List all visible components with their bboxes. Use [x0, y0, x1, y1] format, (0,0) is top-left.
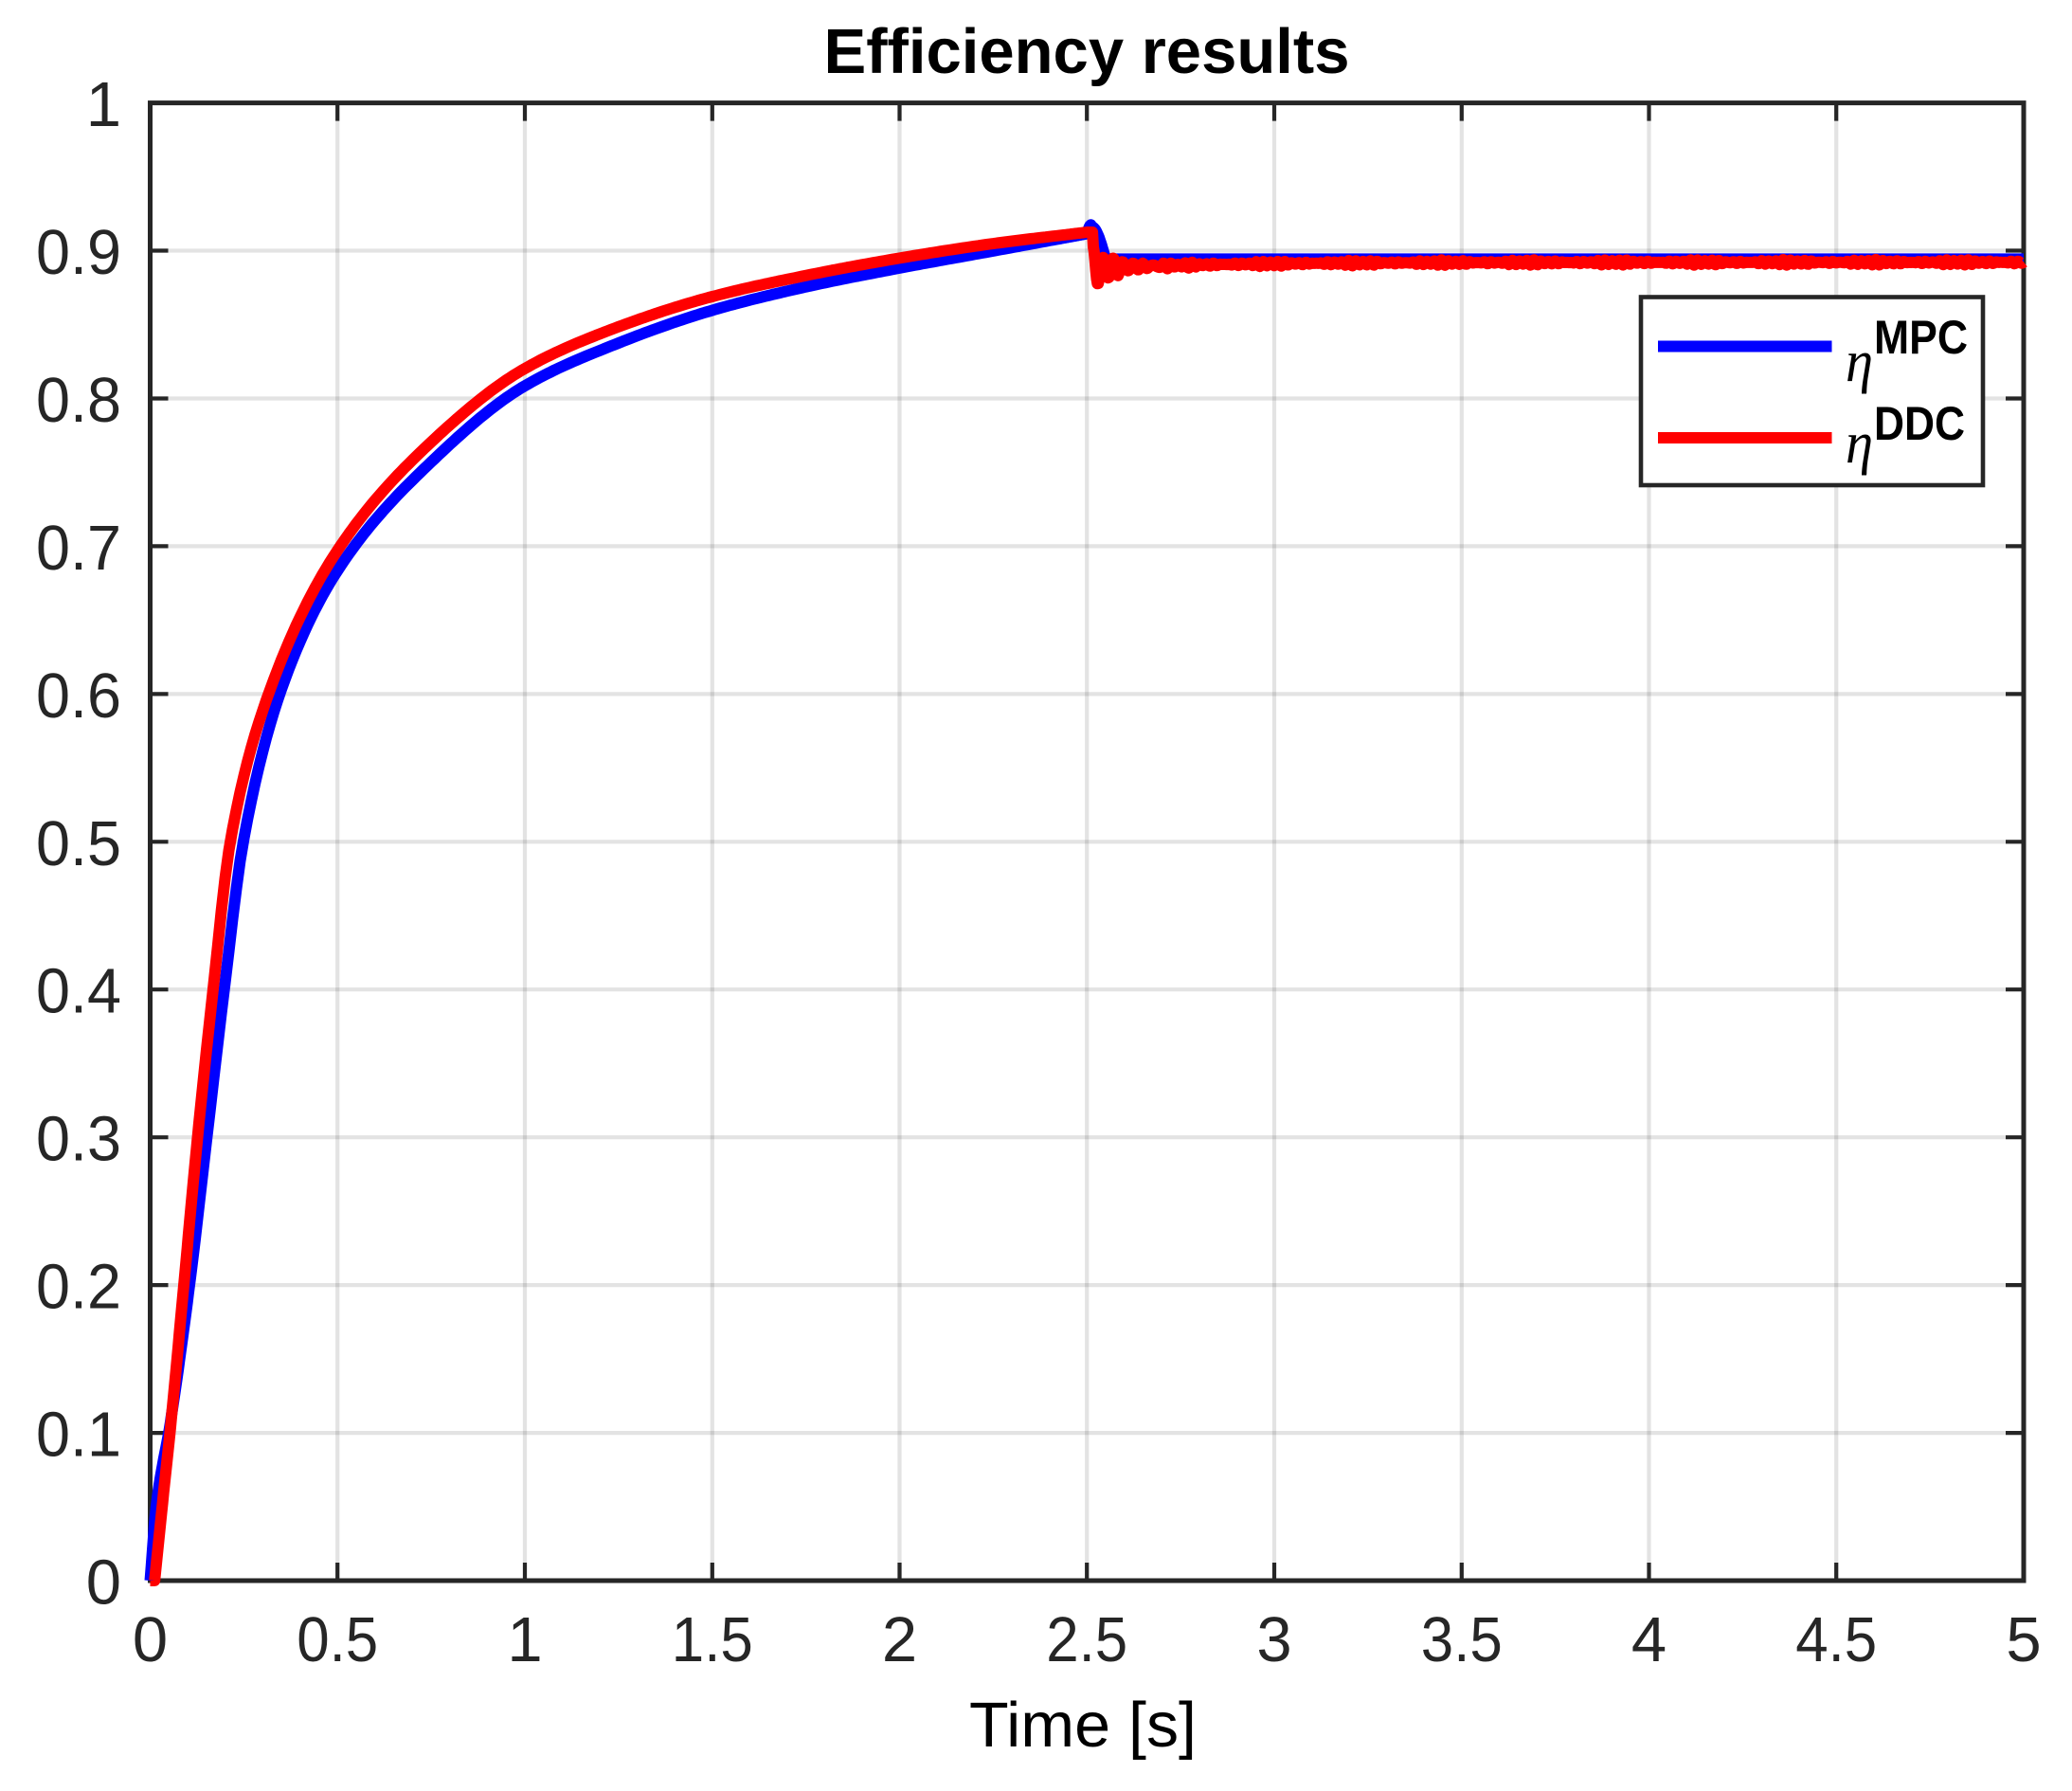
svg-text:4.5: 4.5	[1795, 1604, 1877, 1675]
svg-text:0.3: 0.3	[36, 1104, 121, 1175]
svg-text:0.8: 0.8	[36, 365, 121, 436]
svg-text:MPC: MPC	[1874, 311, 1968, 364]
svg-text:Efficiency results: Efficiency results	[824, 16, 1350, 87]
svg-text:0.7: 0.7	[36, 513, 121, 584]
svg-text:1: 1	[507, 1604, 542, 1675]
svg-text:1: 1	[86, 69, 121, 140]
svg-text:η: η	[1846, 330, 1873, 394]
svg-text:3: 3	[1256, 1604, 1291, 1675]
svg-text:0: 0	[86, 1547, 121, 1619]
svg-text:Time [s]: Time [s]	[969, 1690, 1197, 1761]
svg-text:0.9: 0.9	[36, 217, 121, 288]
svg-text:0.1: 0.1	[36, 1400, 121, 1471]
svg-text:0.2: 0.2	[36, 1252, 121, 1323]
svg-text:DDC: DDC	[1874, 397, 1965, 450]
svg-text:2: 2	[882, 1604, 917, 1675]
svg-text:5: 5	[2006, 1604, 2041, 1675]
svg-text:3.5: 3.5	[1421, 1604, 1503, 1675]
svg-text:0.5: 0.5	[297, 1604, 378, 1675]
svg-text:η: η	[1846, 411, 1873, 476]
svg-text:0.6: 0.6	[36, 660, 121, 732]
svg-text:4: 4	[1631, 1604, 1667, 1675]
svg-text:0.4: 0.4	[36, 956, 121, 1027]
svg-text:0: 0	[133, 1604, 168, 1675]
svg-text:1.5: 1.5	[672, 1604, 753, 1675]
svg-text:0.5: 0.5	[36, 808, 121, 879]
svg-text:2.5: 2.5	[1046, 1604, 1127, 1675]
